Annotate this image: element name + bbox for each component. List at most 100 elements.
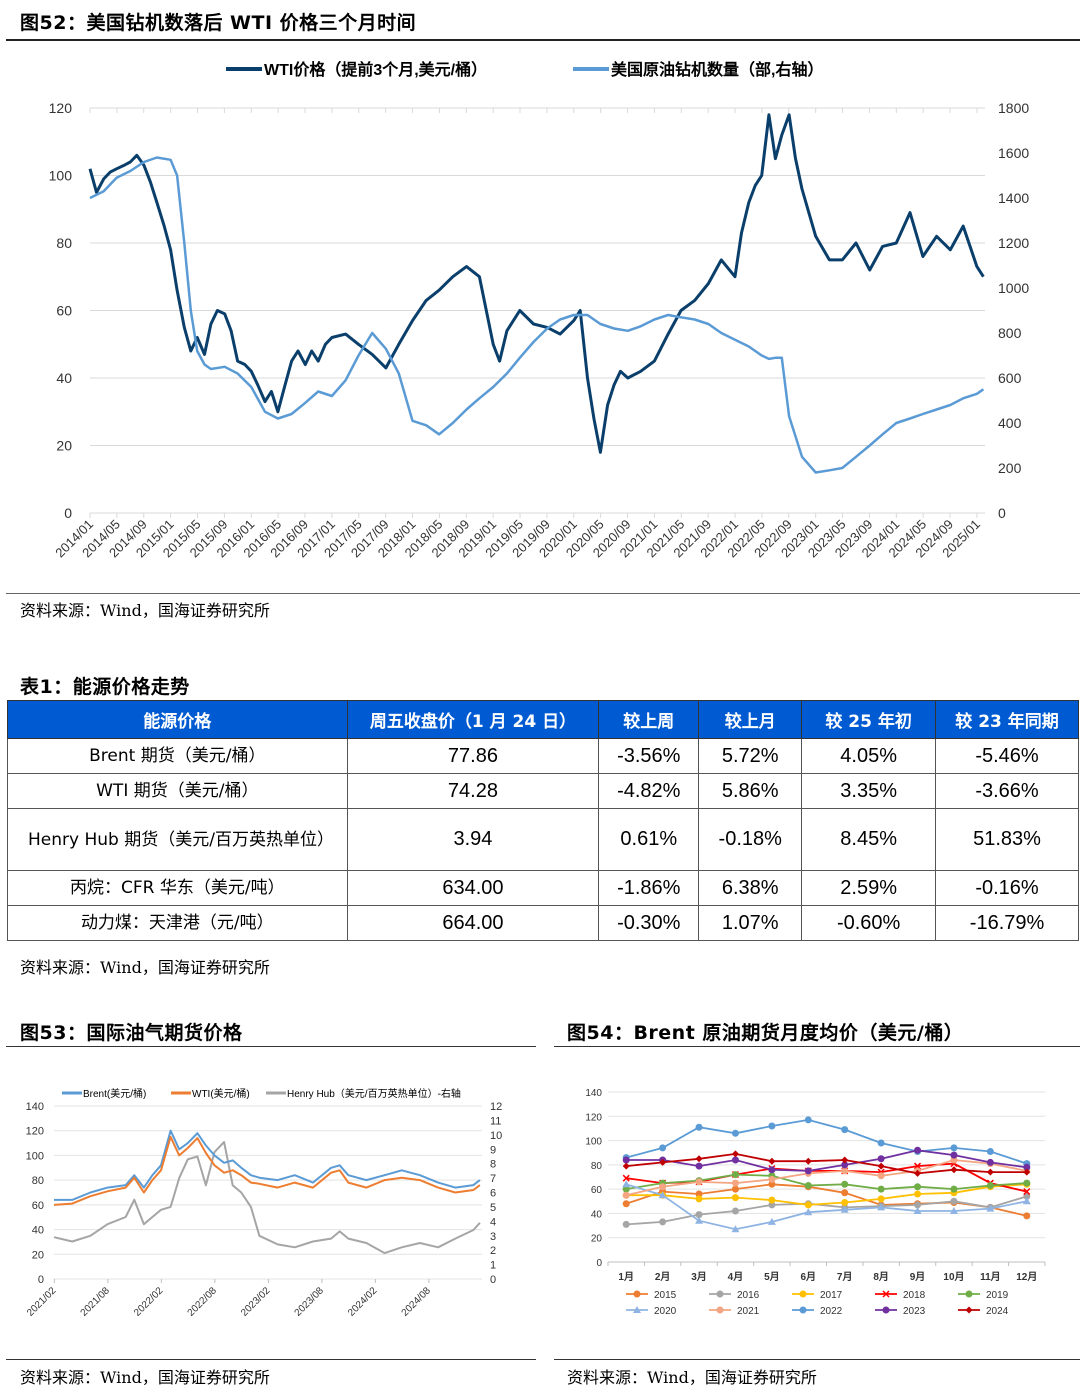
data-point-2015 xyxy=(768,1180,776,1188)
y-left-tick-label: 120 xyxy=(49,100,73,116)
series-line-2022 xyxy=(625,1118,1028,1165)
table-row: 动力煤：天津港（元/吨） 664.00 -0.30% 1.07% -0.60% -16.7… xyxy=(7,905,1079,941)
change-mom-cell: 1.07% xyxy=(698,905,803,941)
henryhub-line xyxy=(53,1141,481,1255)
fig52-title-rule xyxy=(6,39,1080,41)
data-point-2024 xyxy=(659,1158,667,1166)
x-tick-label: 9月 xyxy=(910,1271,926,1283)
change-wow-cell: -3.56% xyxy=(598,738,700,774)
change-ytd-cell: 8.45% xyxy=(801,808,937,871)
data-point-2018 xyxy=(622,1174,630,1182)
x-tick-label: 3月 xyxy=(691,1271,707,1283)
legend-marker-2015 xyxy=(633,1290,641,1298)
table-row: Henry Hub 期货（美元/百万英热单位） 3.94 0.61% -0.18% 8.… xyxy=(7,808,1079,871)
y-right-tick-label: 200 xyxy=(998,460,1022,476)
col-header-yoy: 较 23 年同期 xyxy=(935,700,1079,739)
data-point-2022 xyxy=(986,1148,994,1155)
y-right-tick-label: 8 xyxy=(490,1159,496,1171)
data-point-2023 xyxy=(768,1166,776,1174)
data-point-2016 xyxy=(914,1201,922,1209)
fig53-title-rule xyxy=(6,1046,536,1047)
y-tick-label: 40 xyxy=(591,1209,603,1220)
data-point-2022 xyxy=(768,1122,776,1130)
change-yoy-cell: 51.83% xyxy=(935,808,1079,871)
y-left-tick-label: 60 xyxy=(56,303,72,319)
close-price-cell: 3.94 xyxy=(346,808,600,871)
x-tick-label: 2023/08 xyxy=(293,1285,327,1319)
series-line-2021 xyxy=(625,1159,1027,1197)
change-mom-cell: 6.38% xyxy=(698,870,803,906)
data-point-2015 xyxy=(731,1185,739,1193)
data-point-2023 xyxy=(986,1158,994,1166)
change-wow-cell: 0.61% xyxy=(598,808,700,871)
brent-line xyxy=(54,1129,481,1201)
change-ytd-cell: -0.60% xyxy=(801,905,937,941)
close-price-cell: 74.28 xyxy=(346,773,600,809)
fig53-legend: Brent(美元/桶) WTI(美元/桶) Henry Hub（美元/百万英热单… xyxy=(62,1087,461,1100)
data-point-2024 xyxy=(950,1166,958,1174)
data-point-2017 xyxy=(914,1190,922,1198)
data-point-2015 xyxy=(695,1190,703,1198)
data-point-2021 xyxy=(841,1167,849,1175)
data-point-2020 xyxy=(767,1217,776,1225)
y-right-tick-label: 3 xyxy=(490,1231,496,1243)
data-point-2020 xyxy=(658,1191,667,1199)
fig52-chart: WTI价格（提前3个月,美元/桶） 美国原油钻机数量（部,右轴） 0 20 40 60… xyxy=(49,60,1030,560)
data-point-2019 xyxy=(877,1185,885,1193)
col-header-mom: 较上月 xyxy=(698,700,803,739)
y-right-tick-label: 1400 xyxy=(998,190,1029,206)
y-right-tick-label: 600 xyxy=(998,370,1022,386)
x-tick-label: 7月 xyxy=(837,1271,853,1283)
y-tick-label: 20 xyxy=(591,1234,603,1245)
fig54-title-rule xyxy=(554,1046,1080,1047)
data-point-2023 xyxy=(914,1146,922,1154)
table1-source: 资料来源：Wind，国海证券研究所 xyxy=(20,958,270,977)
y-right-tick-label: 1600 xyxy=(998,145,1029,161)
fig54-chart: 0 20 40 60 80 100 120 140 1月 2月 3月 4月 5月 6月 7月 8月 9月 10月… xyxy=(585,1088,1046,1317)
y-right-tick-label: 0 xyxy=(490,1274,496,1286)
legend-label-wti: WTI(美元/桶) xyxy=(192,1087,250,1100)
y-left-tick-label: 120 xyxy=(26,1126,44,1138)
data-point-2023 xyxy=(695,1162,703,1170)
y-right-tick-label: 4 xyxy=(490,1216,496,1228)
legend-label-2019: 2019 xyxy=(986,1290,1009,1301)
y-left-tick-label: 0 xyxy=(64,505,72,521)
change-ytd-cell: 4.05% xyxy=(801,738,937,774)
energy-name-cell: Henry Hub 期货（美元/百万英热单位） xyxy=(7,808,348,871)
y-left-tick-label: 40 xyxy=(56,370,72,386)
wti-price-line xyxy=(88,113,985,454)
data-point-2024 xyxy=(695,1155,703,1163)
fig53-chart: Brent(美元/桶) WTI(美元/桶) Henry Hub（美元/百万英热单… xyxy=(25,1087,502,1319)
fig52-source: 资料来源：Wind，国海证券研究所 xyxy=(20,601,270,620)
legend-marker-2020 xyxy=(633,1306,641,1313)
data-point-2023 xyxy=(1023,1163,1031,1171)
data-point-2021 xyxy=(622,1191,630,1199)
y-left-tick-label: 20 xyxy=(32,1249,44,1261)
x-tick-label: 2022/08 xyxy=(186,1285,220,1319)
data-point-2024 xyxy=(731,1150,739,1158)
legend-label-henryhub: Henry Hub（美元/百万英热单位）-右轴 xyxy=(287,1087,461,1100)
data-point-2021 xyxy=(877,1172,885,1180)
data-point-2019 xyxy=(950,1185,958,1193)
change-ytd-cell: 2.59% xyxy=(801,870,937,906)
legend-label-2022: 2022 xyxy=(820,1306,843,1317)
data-point-2021 xyxy=(950,1156,958,1164)
legend-marker-2022 xyxy=(799,1306,807,1314)
data-point-2017 xyxy=(695,1195,703,1203)
x-tick-label: 2021/02 xyxy=(25,1285,59,1319)
fig53-bottom-rule xyxy=(6,1359,536,1360)
energy-name-cell: 动力煤：天津港（元/吨） xyxy=(7,905,348,941)
energy-name-cell: WTI 期货（美元/桶） xyxy=(7,773,348,809)
data-point-2022 xyxy=(659,1144,667,1152)
fig54-title: 图54：Brent 原油期货月度均价（美元/桶） xyxy=(567,1022,964,1044)
y-right-tick-label: 9 xyxy=(490,1144,496,1156)
change-mom-cell: 5.86% xyxy=(698,773,803,809)
rig-count-line xyxy=(89,156,985,474)
fig54-source: 资料来源：Wind，国海证券研究所 xyxy=(567,1368,817,1387)
y-right-tick-label: 2 xyxy=(490,1245,496,1257)
legend-marker-2024 xyxy=(965,1306,973,1314)
marker-stroke xyxy=(1023,1188,1031,1196)
fig54-bottom-rule xyxy=(554,1359,1080,1360)
data-point-2024 xyxy=(841,1156,849,1164)
data-point-2017 xyxy=(877,1195,885,1203)
